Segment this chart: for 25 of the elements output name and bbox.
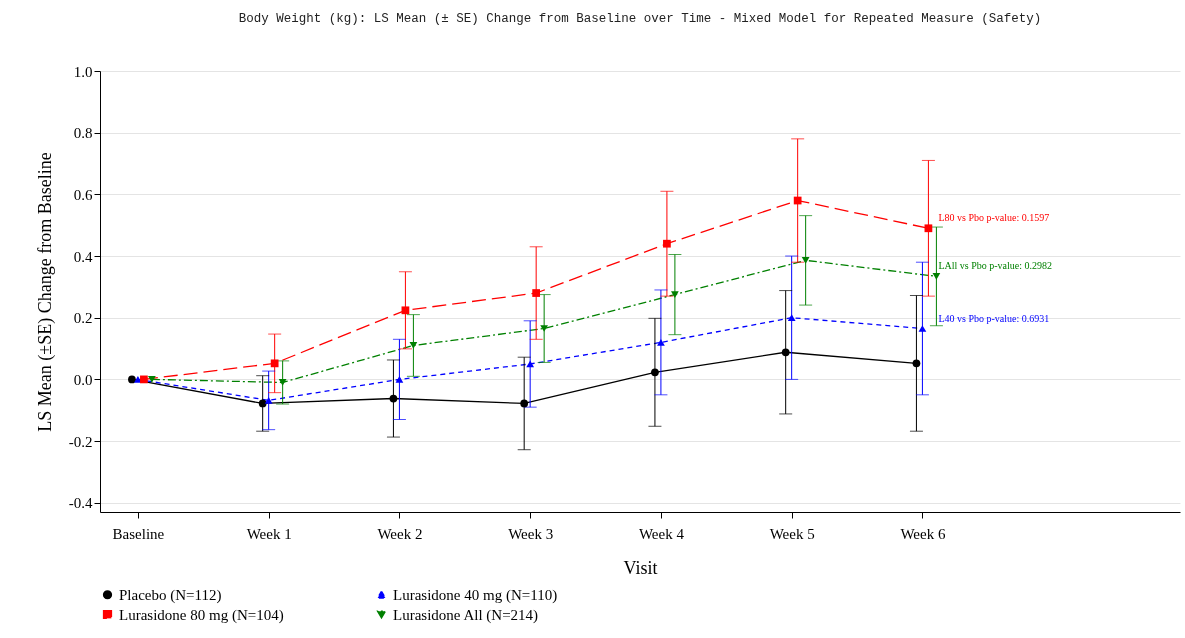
y-tick-label: -0.2 [68,433,93,450]
y-tick-label: 0.8 [73,125,93,142]
annotation: L40 vs Pbo p-value: 0.6931 [938,312,1050,324]
y-axis-title: LS Mean (±SE) Change from Baseline [34,152,56,432]
legend-label: Lurasidone 80 mg (N=104) [119,606,284,624]
annotation: LAll vs Pbo p-value: 0.2982 [938,260,1053,272]
annotation: L80 vs Pbo p-value: 0.1597 [938,212,1050,224]
legend-label: Lurasidone All (N=214) [393,606,539,624]
x-tick-label: Week 2 [377,525,423,542]
x-tick-label: Week 3 [508,525,554,542]
x-tick-label: Week 4 [638,525,685,542]
x-tick-label: Week 1 [246,525,292,542]
x-tick-label: Week 5 [769,525,815,542]
y-tick-label: 0.0 [73,371,93,388]
y-tick-label: 0.4 [73,248,93,265]
chart-title: Body Weight (kg): LS Mean (± SE) Change from Baseline over Time - Mixed Model for Repeated Measure (Safety) [238,11,1042,26]
legend-label: Placebo (N=112) [119,586,222,604]
x-tick-label: Week 6 [900,525,946,542]
y-tick-label: -0.4 [68,495,93,512]
y-tick-label: 1.0 [73,63,93,80]
y-tick-label: 0.6 [73,186,93,203]
legend-label: Lurasidone 40 mg (N=110) [393,586,558,604]
x-axis-title: Visit [623,557,658,578]
y-tick-label: 0.2 [73,310,93,327]
x-tick-label: Baseline [112,525,165,542]
